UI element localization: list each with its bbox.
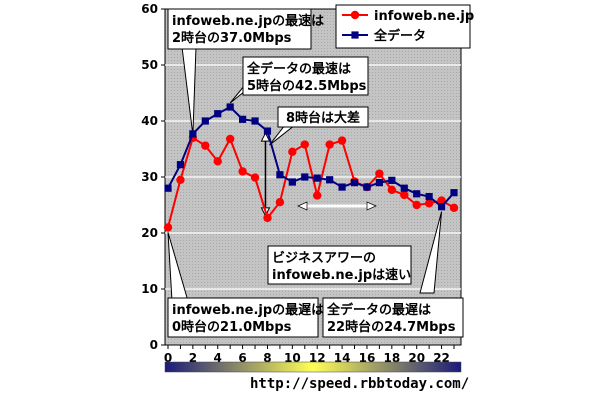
data-point-series-2 — [425, 193, 433, 201]
data-point-series-2 — [350, 179, 359, 187]
source-url[interactable]: http://speed.rbbtoday.com/ — [250, 376, 470, 392]
callout-infoweb-slowest-line1: infoweb.ne.jpの最遅は — [172, 303, 324, 318]
data-point-series-1 — [176, 175, 185, 184]
data-point-series-1 — [300, 140, 309, 149]
legend-marker-1 — [350, 10, 360, 20]
x-tick-label: 6 — [238, 351, 246, 365]
data-point-series-1 — [313, 191, 322, 200]
legend-label-2: 全データ — [373, 28, 426, 44]
data-point-series-1 — [250, 173, 260, 182]
data-point-series-2 — [413, 190, 421, 198]
data-point-series-1 — [288, 147, 297, 156]
data-point-series-2 — [189, 130, 197, 138]
y-tick-label: 0 — [150, 338, 158, 352]
x-tick-label: 16 — [359, 351, 376, 365]
data-point-series-2 — [400, 184, 408, 192]
data-point-series-2 — [226, 103, 234, 111]
arrow-business-head-left — [297, 201, 308, 211]
callout-all-slowest-box — [322, 297, 464, 338]
data-point-series-2 — [437, 203, 446, 211]
x-tick-label: 22 — [433, 351, 450, 365]
data-point-series-1 — [412, 200, 421, 210]
data-point-series-2 — [164, 184, 172, 192]
legend-box — [335, 4, 471, 49]
callout-infoweb-fastest-box — [167, 8, 312, 50]
callout-infoweb-fastest-line1: infoweb.ne.jpの最速は — [172, 13, 324, 29]
x-tick-label: 12 — [309, 351, 326, 365]
callout-infoweb-slowest-box — [167, 297, 319, 338]
callout-8h-difference-box — [277, 106, 369, 128]
y-tick-label: 60 — [141, 2, 158, 16]
data-point-series-1 — [263, 213, 272, 223]
callout-all-fastest-line2: 5時台の42.5Mbps — [247, 78, 367, 94]
data-point-series-2 — [388, 176, 396, 184]
x-tick-label: 0 — [164, 351, 172, 365]
x-tick-label: 20 — [408, 351, 425, 365]
data-point-series-2 — [201, 117, 209, 125]
x-tick-label: 4 — [214, 351, 222, 365]
data-point-series-1 — [387, 185, 397, 195]
data-point-series-1 — [424, 199, 434, 208]
data-point-series-1 — [375, 169, 384, 178]
x-tick-label: 8 — [263, 351, 271, 365]
y-tick-label: 20 — [141, 226, 158, 240]
data-point-series-1 — [213, 157, 222, 166]
callout-all-fastest-line1: 全データの最速は — [246, 61, 351, 77]
data-point-series-1 — [325, 140, 334, 149]
arrow-business-head-right — [366, 201, 377, 211]
data-point-series-2 — [326, 176, 334, 184]
data-point-series-2 — [214, 110, 222, 118]
time-colorbar — [164, 361, 462, 373]
x-tick-label: 14 — [334, 351, 351, 365]
callout-8h-difference: 8時台は大差 — [277, 106, 369, 128]
arrow-8h-head-top — [260, 131, 271, 142]
x-tick-label: 10 — [284, 351, 301, 365]
callout-8h-difference-line1: 8時台は大差 — [286, 110, 360, 126]
legend-label-1: infoweb.ne.jp — [374, 9, 474, 24]
data-point-series-2 — [239, 115, 247, 123]
data-point-series-1 — [275, 198, 285, 207]
callout-infoweb-slowest-line2: 0時台の21.0Mbps — [172, 319, 292, 335]
data-point-series-1 — [449, 203, 459, 212]
data-point-series-2 — [450, 189, 458, 197]
callout-all-slowest-line1: 全データの最遅は — [326, 302, 431, 318]
y-tick-label: 50 — [141, 58, 158, 72]
data-point-series-1 — [238, 167, 247, 176]
data-point-series-1 — [337, 136, 347, 145]
y-tick-label: 10 — [141, 282, 158, 296]
x-tick-label: 2 — [189, 351, 197, 365]
pointer-all-slowest — [419, 211, 443, 294]
y-tick-label: 30 — [141, 170, 158, 184]
data-point-series-2 — [375, 179, 383, 187]
data-point-series-1 — [437, 196, 446, 205]
data-point-series-2 — [176, 161, 185, 169]
data-point-series-2 — [251, 117, 259, 125]
callout-all-fastest-box — [242, 56, 369, 96]
callout-business-hours-box — [267, 245, 412, 285]
callout-business-hours-line2: infoweb.ne.jpは速い — [272, 267, 411, 283]
data-point-series-1 — [163, 223, 173, 232]
data-point-series-1 — [400, 190, 409, 200]
data-point-series-2 — [301, 173, 309, 181]
data-point-series-2 — [313, 174, 321, 182]
data-point-series-2 — [363, 183, 371, 191]
data-point-series-2 — [288, 178, 296, 186]
x-tick-label: 18 — [383, 351, 400, 365]
data-point-series-1 — [201, 141, 210, 150]
data-point-series-2 — [263, 127, 272, 135]
data-point-series-2 — [338, 183, 346, 191]
legend-marker-2 — [351, 31, 359, 39]
data-point-series-1 — [225, 134, 235, 144]
y-tick-label: 40 — [141, 114, 158, 128]
callout-business-hours-line1: ビジネスアワーの — [272, 250, 376, 266]
callout-infoweb-fastest-line2: 2時台の37.0Mbps — [172, 30, 292, 46]
data-point-series-2 — [276, 171, 284, 179]
callout-all-slowest-line2: 22時台の24.7Mbps — [327, 319, 456, 335]
